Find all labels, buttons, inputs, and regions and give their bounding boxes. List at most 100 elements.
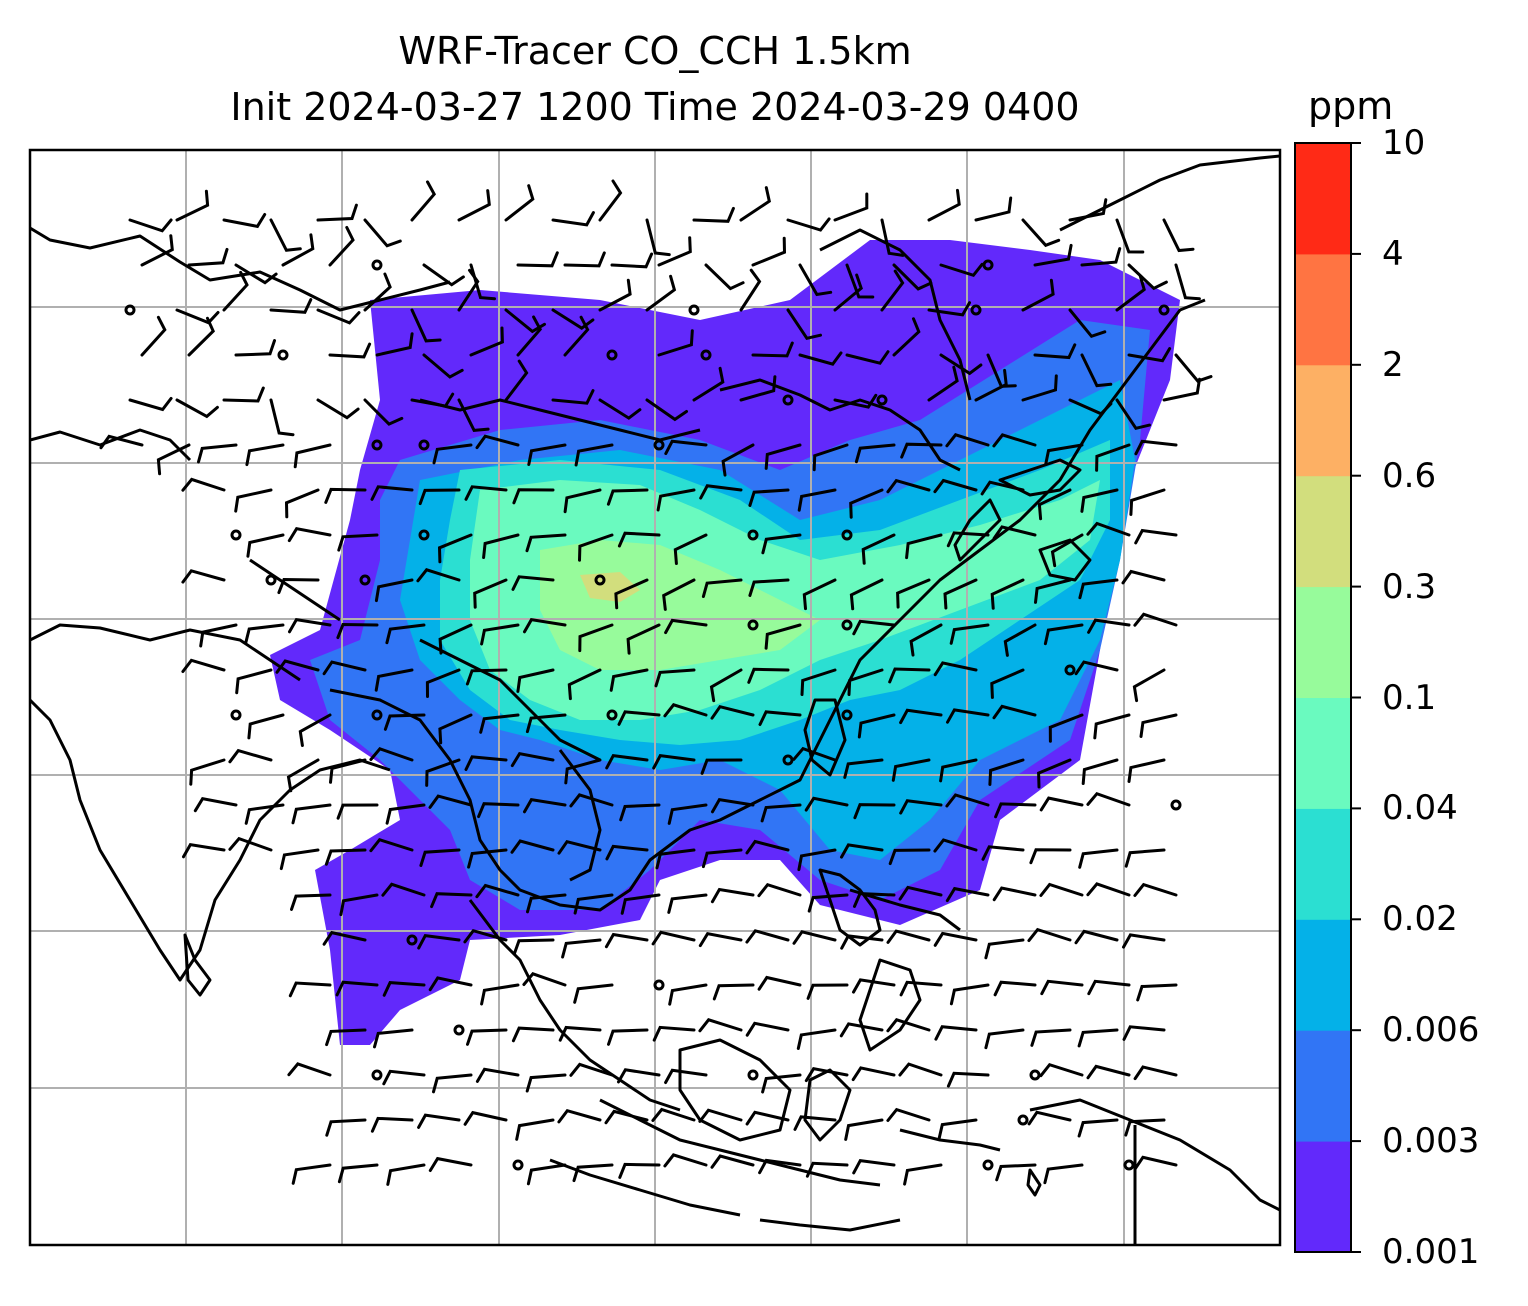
wind-barb	[745, 1021, 790, 1037]
wind-barb	[892, 263, 933, 291]
wind-barb	[1021, 218, 1061, 248]
wind-barb	[1115, 218, 1145, 254]
wind-barb	[284, 488, 320, 519]
wind-barb	[557, 1108, 602, 1124]
wind-barb	[698, 932, 743, 948]
wind-barb	[1133, 882, 1178, 897]
wind-barb	[480, 623, 520, 646]
wind-barb	[610, 252, 654, 269]
wind-barb	[1162, 218, 1195, 253]
wind-barb	[269, 218, 302, 252]
wind-barb	[464, 485, 508, 501]
wind-barb	[797, 488, 837, 512]
calm-wind-marker	[747, 1069, 759, 1081]
map-title-line-1: WRF-Tracer CO_CCH 1.5km	[398, 29, 912, 73]
wind-barb	[563, 488, 602, 514]
wind-barb	[1127, 758, 1166, 783]
wind-barb	[516, 251, 559, 268]
coastlines	[30, 154, 1280, 1245]
wind-barb	[329, 758, 367, 784]
wind-barb	[324, 487, 367, 504]
wind-barb	[657, 329, 694, 357]
wind-barb	[1124, 848, 1166, 868]
colorbar-tick-label: 0.3	[1382, 566, 1437, 607]
wind-barb	[793, 1115, 837, 1131]
wind-barb	[796, 1028, 837, 1050]
calm-wind-marker	[1123, 1159, 1135, 1171]
wind-barb	[657, 236, 692, 267]
wind-barb	[662, 578, 696, 611]
wind-barb	[189, 758, 226, 786]
wind-barb	[99, 434, 144, 450]
wind-barb	[526, 1163, 567, 1186]
calm-wind-marker	[782, 394, 794, 406]
calm-wind-marker	[876, 394, 888, 406]
wind-barb	[845, 350, 890, 365]
wind-barb	[656, 488, 696, 512]
wind-barb	[383, 713, 426, 731]
wind-barb	[757, 882, 802, 898]
wind-barb	[510, 839, 555, 854]
wind-barb	[140, 234, 174, 267]
wind-barb	[1068, 198, 1108, 222]
wind-barb	[792, 746, 837, 762]
wind-barb	[1134, 439, 1178, 456]
wind-barb	[900, 442, 943, 459]
wind-barb	[457, 189, 491, 222]
wind-barb	[886, 1018, 931, 1033]
wind-barb	[992, 704, 1037, 720]
wind-barb	[324, 848, 367, 866]
wind-barb	[710, 887, 755, 904]
wind-barb	[853, 892, 896, 908]
wind-barb	[382, 1069, 426, 1086]
colorbar-tick-label: 0.04	[1382, 788, 1458, 829]
wind-barb	[981, 845, 1025, 861]
wind-barb	[645, 274, 677, 312]
wind-barb	[551, 211, 595, 227]
wind-barb	[1033, 343, 1077, 360]
calm-wind-marker	[371, 1069, 383, 1081]
wind-barb	[843, 758, 884, 779]
wind-barb	[990, 578, 1025, 610]
wind-barb	[293, 443, 332, 469]
colorbar-tick-label: 0.006	[1382, 1010, 1480, 1051]
wind-barb	[933, 838, 978, 853]
wind-barb	[739, 186, 771, 222]
wind-barb	[1122, 1025, 1166, 1041]
wind-barb	[222, 386, 265, 403]
wind-barb	[222, 270, 249, 312]
calm-wind-marker	[1017, 1114, 1029, 1126]
calm-wind-marker	[688, 304, 700, 316]
wind-barb	[325, 1118, 367, 1137]
wind-barb	[551, 308, 595, 331]
wind-barb	[939, 758, 978, 783]
wind-barb	[410, 180, 437, 222]
map-title-line-2: Init 2024-03-27 1200 Time 2024-03-29 040…	[230, 85, 1080, 129]
wind-barb	[578, 623, 614, 653]
wind-barb	[480, 983, 520, 1006]
wind-barb	[187, 316, 215, 357]
wind-barb	[572, 1163, 614, 1183]
wind-barb	[988, 758, 1025, 786]
wind-barb	[896, 578, 931, 609]
calm-wind-marker	[982, 1159, 994, 1171]
wind-barb	[760, 803, 802, 823]
wind-barb	[374, 578, 414, 603]
wind-barb	[833, 192, 869, 222]
calm-wind-marker	[359, 574, 371, 586]
wind-barb	[663, 1153, 708, 1168]
wind-barb	[1133, 612, 1178, 627]
wind-barb	[281, 233, 315, 267]
wind-barb	[381, 882, 426, 897]
wind-barb	[609, 668, 649, 692]
wind-barb	[1129, 488, 1166, 516]
wind-barb	[438, 713, 473, 745]
wind-barb	[1086, 791, 1131, 807]
wind-barb	[199, 623, 238, 648]
wind-barb	[1127, 263, 1168, 291]
wind-barb	[573, 893, 614, 915]
wind-barb	[325, 1028, 367, 1047]
wind-barb	[664, 439, 708, 456]
calm-wind-marker	[230, 529, 242, 541]
colorbar-segment	[1295, 697, 1351, 809]
